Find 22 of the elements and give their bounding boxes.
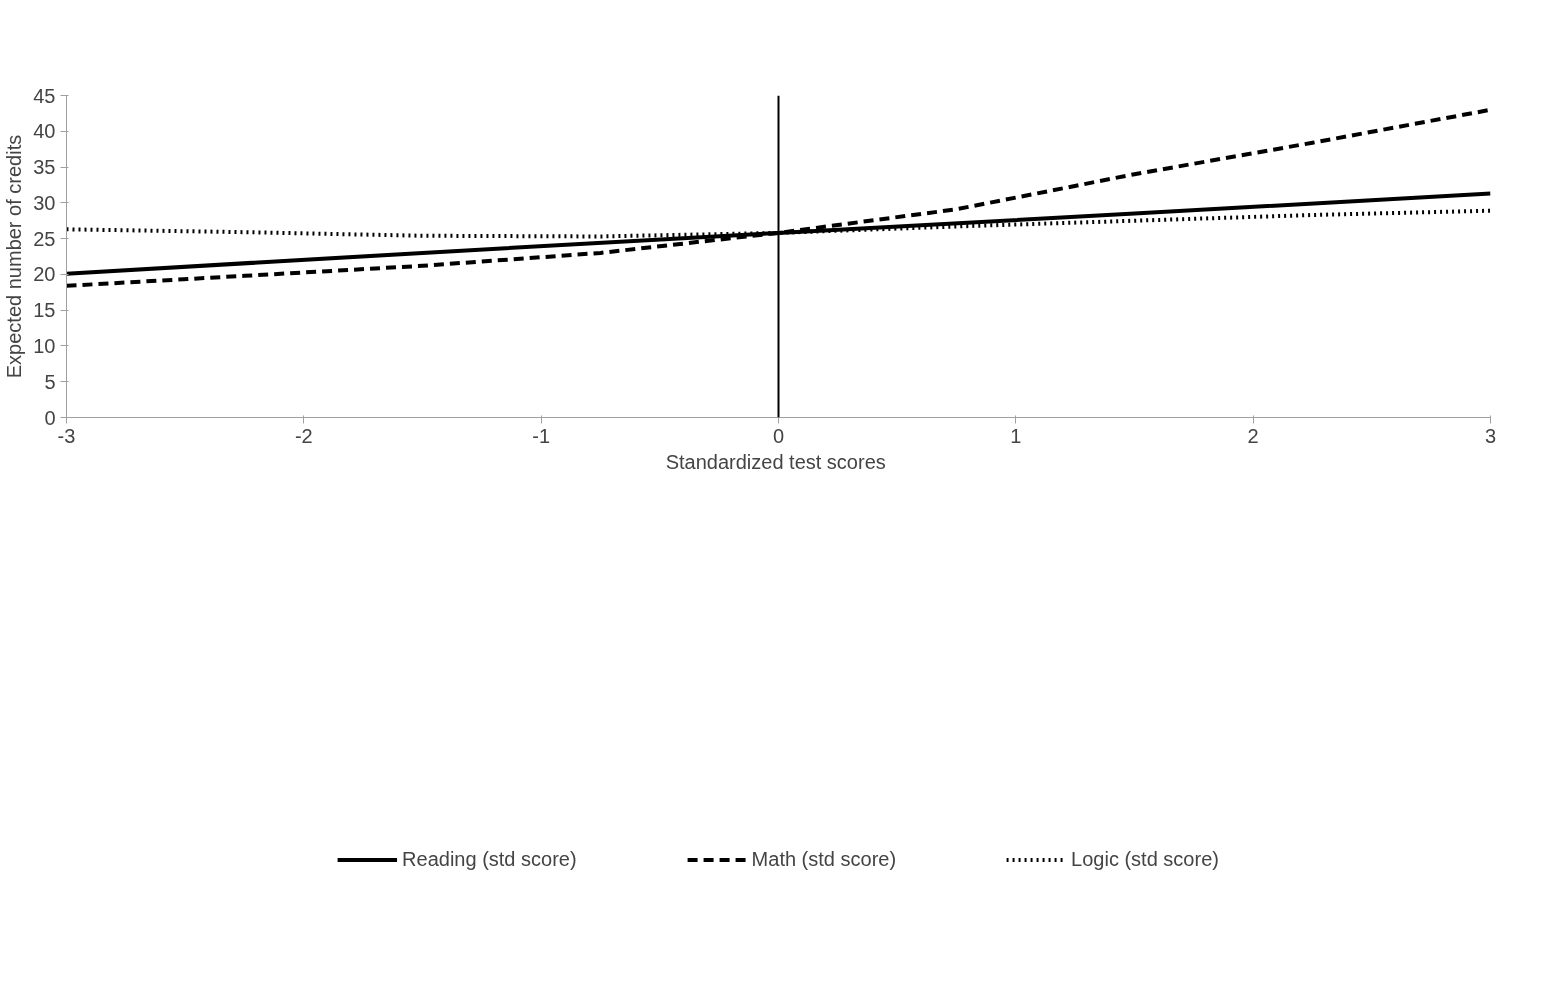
y-tick-label: 5 xyxy=(44,370,56,393)
legend-label: Math (std score) xyxy=(751,847,897,871)
y-tick-label: 45 xyxy=(33,84,56,107)
x-tick-label: -3 xyxy=(57,424,76,447)
y-tick-label: 30 xyxy=(33,191,56,214)
x-tick-label: 2 xyxy=(1247,424,1259,447)
x-tick-label: -2 xyxy=(294,424,313,447)
y-tick-label: 25 xyxy=(33,227,56,250)
y-tick-label: 20 xyxy=(33,263,56,286)
y-tick-label: 35 xyxy=(33,156,56,179)
y-tick-label: 40 xyxy=(33,120,56,143)
x-tick-label: -1 xyxy=(532,424,551,447)
x-axis-title: Standardized test scores xyxy=(665,450,886,473)
x-tick-label: 0 xyxy=(772,424,785,447)
legend-label: Reading (std score) xyxy=(402,847,577,871)
y-tick-label: 10 xyxy=(33,334,56,357)
y-tick-label: 0 xyxy=(44,406,56,429)
y-axis-title: Expected number of credits xyxy=(3,134,26,379)
x-tick-label: 1 xyxy=(1010,424,1022,447)
x-tick-label: 3 xyxy=(1484,424,1497,447)
y-tick-label: 15 xyxy=(33,299,56,322)
legend-label: Logic (std score) xyxy=(1071,847,1219,871)
